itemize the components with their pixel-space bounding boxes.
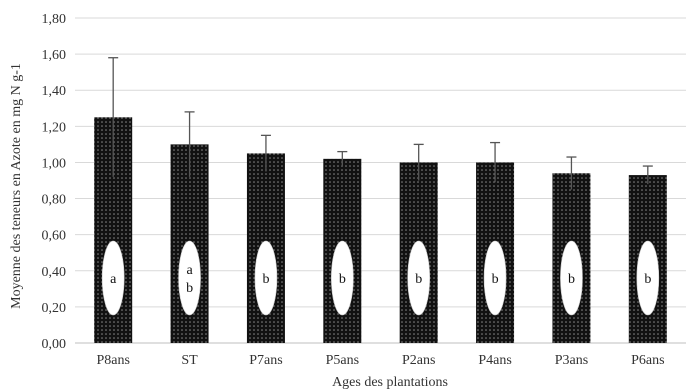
- significance-ellipse: [560, 240, 583, 316]
- significance-label: b: [636, 240, 660, 316]
- y-tick-labels: 0,00 0,20 0,40 0,60 0,80 1,00 1,20 1,40 1,60 1,80: [42, 12, 67, 352]
- error-bar: [260, 134, 271, 172]
- significance-label: b: [254, 240, 278, 316]
- significance-letter: b: [339, 272, 346, 287]
- x-tick-label: P6ans: [631, 353, 664, 368]
- y-tick-label: 1,40: [42, 84, 67, 99]
- x-tick-label: P3ans: [555, 353, 588, 368]
- x-tick-label: P7ans: [249, 353, 282, 368]
- error-bar: [184, 111, 195, 177]
- error-bars: [108, 57, 653, 190]
- error-bar: [337, 150, 348, 167]
- y-tick-label: 0,00: [42, 337, 67, 352]
- significance-letter: b: [415, 272, 422, 287]
- x-axis-title: Ages des plantations: [332, 375, 448, 390]
- significance-ellipse: [483, 240, 507, 316]
- error-bar: [642, 165, 653, 185]
- significance-label: b: [407, 240, 430, 316]
- y-tick-label: 1,60: [42, 48, 67, 63]
- x-tick-label: P4ans: [478, 353, 511, 368]
- significance-label: b: [331, 240, 354, 316]
- y-tick-label: 0,40: [42, 265, 67, 280]
- significance-ellipse: [178, 240, 201, 316]
- x-tick-label: P8ans: [96, 353, 129, 368]
- significance-ellipse: [407, 240, 430, 316]
- gridlines: [75, 17, 686, 308]
- significance-letter: a: [110, 272, 117, 287]
- x-tick-label: P5ans: [326, 353, 359, 368]
- error-bar: [490, 141, 501, 183]
- x-tick-label: P2ans: [402, 353, 435, 368]
- significance-letter: b: [644, 272, 651, 287]
- significance-letter: b: [492, 272, 499, 287]
- significance-letter: b: [568, 272, 575, 287]
- significance-ellipse: [331, 240, 354, 316]
- bars: [94, 117, 667, 343]
- significance-label: a: [101, 240, 125, 316]
- y-tick-label: 0,60: [42, 229, 67, 244]
- y-tick-label: 0,80: [42, 193, 67, 208]
- x-tick-labels: P8ans ST P7ans P5ans P2ans P4ans P3ans P6ans: [96, 353, 664, 368]
- y-tick-label: 1,00: [42, 156, 67, 171]
- y-tick-label: 0,20: [42, 301, 67, 316]
- error-bar: [413, 143, 424, 181]
- significance-ellipse: [254, 240, 278, 316]
- significance-letters: a a b b b b b b b: [101, 240, 660, 316]
- significance-label: b: [560, 240, 583, 316]
- y-axis-title: Moyenne des teneurs en Azote en mg N g-1: [9, 63, 24, 309]
- x-tick-label: ST: [181, 353, 198, 368]
- significance-label: b: [483, 240, 507, 316]
- significance-ellipse: [101, 240, 125, 316]
- significance-letter: b: [262, 272, 269, 287]
- error-bar: [108, 57, 119, 177]
- significance-ellipse: [636, 240, 660, 316]
- y-tick-label: 1,80: [42, 12, 67, 27]
- error-bar: [566, 156, 577, 190]
- y-tick-label: 1,20: [42, 120, 67, 135]
